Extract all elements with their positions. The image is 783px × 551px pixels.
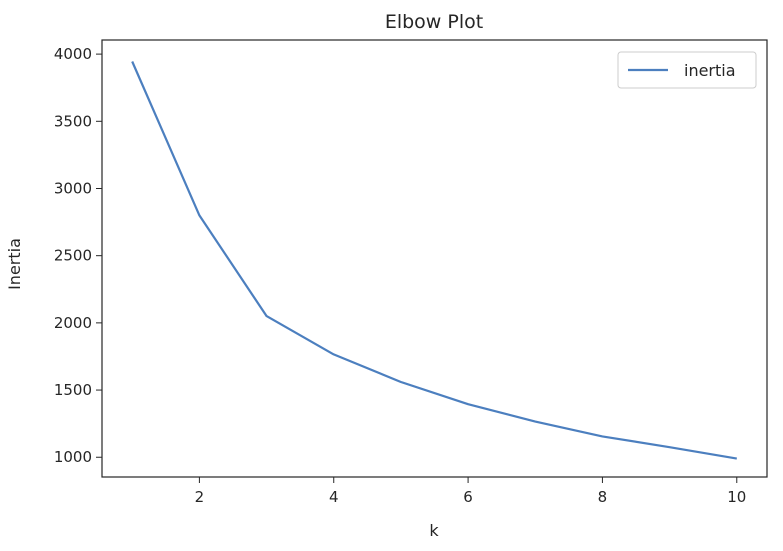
legend-label-inertia: inertia [684,61,736,80]
y-axis: 1000 1500 2000 2500 3000 3500 4000 [54,45,102,466]
x-tick-label: 10 [727,488,746,506]
y-tick-label: 3500 [54,112,92,130]
x-axis-label: k [429,521,439,540]
x-tick-label: 4 [329,488,339,506]
series-line-inertia [131,61,737,460]
y-tick-label: 1500 [54,381,92,399]
legend: inertia [617,51,757,89]
y-tick-label: 4000 [54,45,92,63]
plot-frame [101,39,768,478]
y-tick-label: 2000 [54,314,92,332]
chart-title: Elbow Plot [385,11,483,33]
y-tick-label: 2500 [54,247,92,265]
x-tick-label: 2 [195,488,205,506]
y-tick-label: 3000 [54,179,92,197]
y-axis-label: Inertia [5,238,24,290]
x-axis: 2 4 6 8 10 [195,477,746,506]
x-tick-label: 6 [463,488,473,506]
x-tick-label: 8 [598,488,608,506]
series-layer [131,61,737,460]
y-tick-label: 1000 [54,448,92,466]
legend-box [617,51,757,89]
plot-area [101,39,768,478]
